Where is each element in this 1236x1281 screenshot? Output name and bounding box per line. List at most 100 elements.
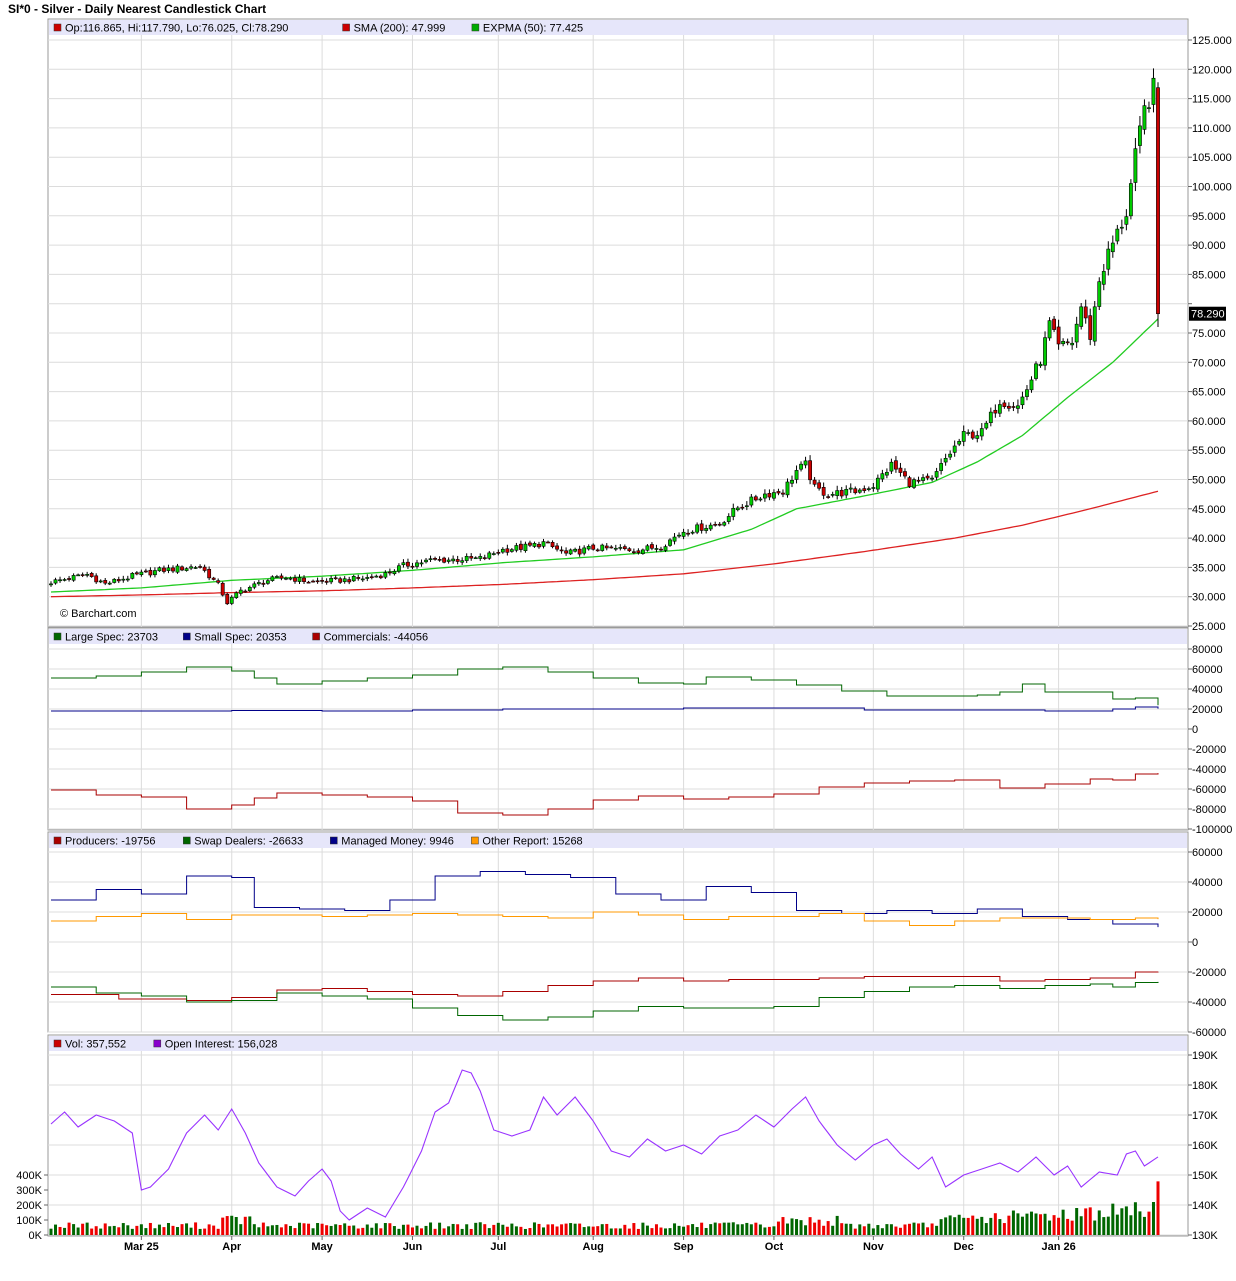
candle-body: [672, 536, 677, 542]
candle-body: [848, 487, 853, 490]
cot1-legend-bar: [49, 629, 1187, 644]
candle-body: [559, 549, 564, 552]
price-legend-swatch: [342, 23, 350, 32]
volume-bar: [885, 1224, 889, 1235]
volume-bar: [1147, 1211, 1151, 1235]
volume-bar: [984, 1223, 988, 1235]
candle-body: [948, 453, 953, 458]
x-month-label: Sep: [673, 1241, 693, 1253]
candle-body: [455, 559, 460, 562]
volume-bar: [293, 1228, 297, 1235]
volume-bar: [203, 1228, 207, 1235]
price-legend-swatch: [471, 23, 480, 32]
volume-bar: [487, 1228, 491, 1235]
volume-bar: [153, 1228, 157, 1235]
volume-bar: [383, 1223, 387, 1235]
cot1-tick-label: 0: [1192, 724, 1198, 736]
volume-bar: [433, 1228, 437, 1235]
volume-bar: [225, 1216, 229, 1235]
candle-body: [62, 579, 67, 581]
candle-body: [162, 567, 166, 572]
volume-bar: [537, 1223, 541, 1235]
volume-bar: [623, 1224, 627, 1235]
volume-bar: [876, 1225, 880, 1235]
candle-body: [464, 556, 469, 561]
candle-body: [767, 493, 772, 498]
candle-body: [952, 445, 957, 453]
volume-bar: [772, 1226, 776, 1235]
volume-bar: [365, 1224, 369, 1235]
candle-body: [690, 531, 695, 534]
volume-bar: [90, 1228, 94, 1235]
price-tick-label: 35.000: [1192, 562, 1226, 574]
volume-bar: [686, 1225, 690, 1235]
candle-body: [695, 524, 700, 533]
volume-bar: [85, 1222, 89, 1235]
candle-body: [1038, 363, 1043, 367]
candle-body: [89, 573, 94, 577]
candle-body: [387, 571, 392, 574]
candle-body: [306, 581, 311, 584]
candle-body: [496, 552, 501, 554]
volume-bar: [659, 1227, 663, 1235]
volume-bar: [749, 1224, 753, 1235]
cot2-tick-label: -20000: [1192, 967, 1226, 979]
volume-bar: [252, 1224, 256, 1235]
x-month-label: Jan 26: [1041, 1241, 1075, 1253]
candle-body: [835, 490, 840, 496]
candle-body: [1034, 363, 1038, 379]
volume-bar: [921, 1222, 925, 1235]
candle-body: [351, 575, 356, 582]
volume-bar: [546, 1224, 550, 1235]
price-tick-label: 45.000: [1192, 504, 1226, 516]
candle-body: [613, 547, 618, 550]
volume-bar: [510, 1223, 514, 1235]
volume-bar: [673, 1223, 677, 1235]
volume-bar: [804, 1225, 808, 1235]
volume-bar: [709, 1224, 713, 1235]
candle-body: [957, 441, 962, 445]
volume-bar: [840, 1223, 844, 1235]
volume-bar: [189, 1227, 193, 1235]
candle-body: [645, 545, 650, 551]
volume-bar: [898, 1227, 902, 1235]
volume-bar: [1111, 1203, 1115, 1235]
volume-bar: [311, 1228, 315, 1235]
candle-body: [699, 523, 704, 531]
candle-body: [1083, 306, 1088, 319]
candle-body: [875, 477, 880, 490]
volume-bar: [889, 1224, 893, 1235]
candle-body: [966, 432, 971, 434]
volume-bar: [542, 1227, 546, 1235]
volume-bar: [569, 1223, 573, 1235]
small-spec-line: [51, 706, 1159, 712]
volume-bar: [451, 1223, 455, 1235]
volume-bar: [1079, 1216, 1083, 1235]
candle-body: [1065, 341, 1070, 344]
volume-bar: [1093, 1220, 1097, 1235]
volume-bar: [108, 1226, 112, 1235]
cot1-tick-label: 20000: [1192, 704, 1223, 716]
x-month-label: Aug: [583, 1241, 604, 1253]
cot2-legend-label: Swap Dealers: -26633: [194, 836, 303, 848]
candle-body: [442, 557, 446, 563]
last-price-tag: [1189, 306, 1226, 321]
candle-body: [58, 579, 62, 582]
volume-bar: [731, 1222, 735, 1235]
vol-tick-label: 100K: [16, 1215, 42, 1227]
cot1-tick-label: 80000: [1192, 644, 1223, 656]
volume-bar: [862, 1226, 866, 1235]
volume-bar: [740, 1224, 744, 1235]
volume-bar: [374, 1223, 378, 1235]
candle-body: [622, 546, 627, 549]
volume-bar: [207, 1224, 211, 1235]
candle-body: [866, 488, 871, 490]
candle-body: [600, 544, 605, 551]
cot1-tick-label: -20000: [1192, 744, 1226, 756]
volume-bar: [605, 1223, 609, 1235]
volume-bar: [338, 1224, 342, 1235]
candle-body: [392, 571, 397, 575]
volume-bar: [948, 1215, 952, 1235]
volume-bar: [429, 1222, 433, 1235]
candle-body: [568, 549, 573, 555]
